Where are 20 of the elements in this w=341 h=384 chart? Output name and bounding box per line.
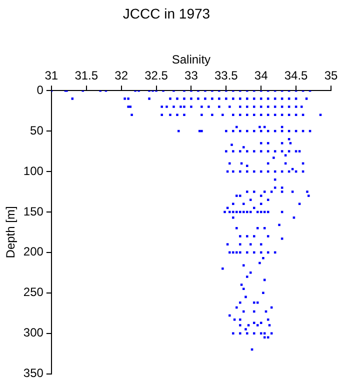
chart-title: JCCC in 1973 <box>122 5 210 22</box>
y-tick-label: 50 <box>30 123 44 138</box>
x-tick-label: 32.5 <box>144 68 168 83</box>
x-tick-label: 32 <box>114 68 128 83</box>
x-tick-label: 31 <box>44 68 58 83</box>
y-tick-label: 0 <box>36 82 44 97</box>
y-axis-title: Depth [m] <box>4 206 18 258</box>
y-tick-label: 250 <box>23 285 44 300</box>
y-tick-label: 100 <box>23 164 44 178</box>
x-tick-label: 31.5 <box>74 68 98 83</box>
x-axis-title: Salinity <box>172 52 211 66</box>
x-tick-label: 33.5 <box>214 68 238 83</box>
y-tick-label: 300 <box>23 326 44 340</box>
y-tick-label: 150 <box>23 204 44 218</box>
y-tick-label: 200 <box>23 244 44 259</box>
x-tick-label: 34 <box>254 68 268 83</box>
x-tick-label: 33 <box>184 68 198 83</box>
x-tick-label: 34.5 <box>284 68 308 83</box>
x-tick-label: 35 <box>324 68 338 83</box>
y-tick-label: 350 <box>23 366 44 380</box>
